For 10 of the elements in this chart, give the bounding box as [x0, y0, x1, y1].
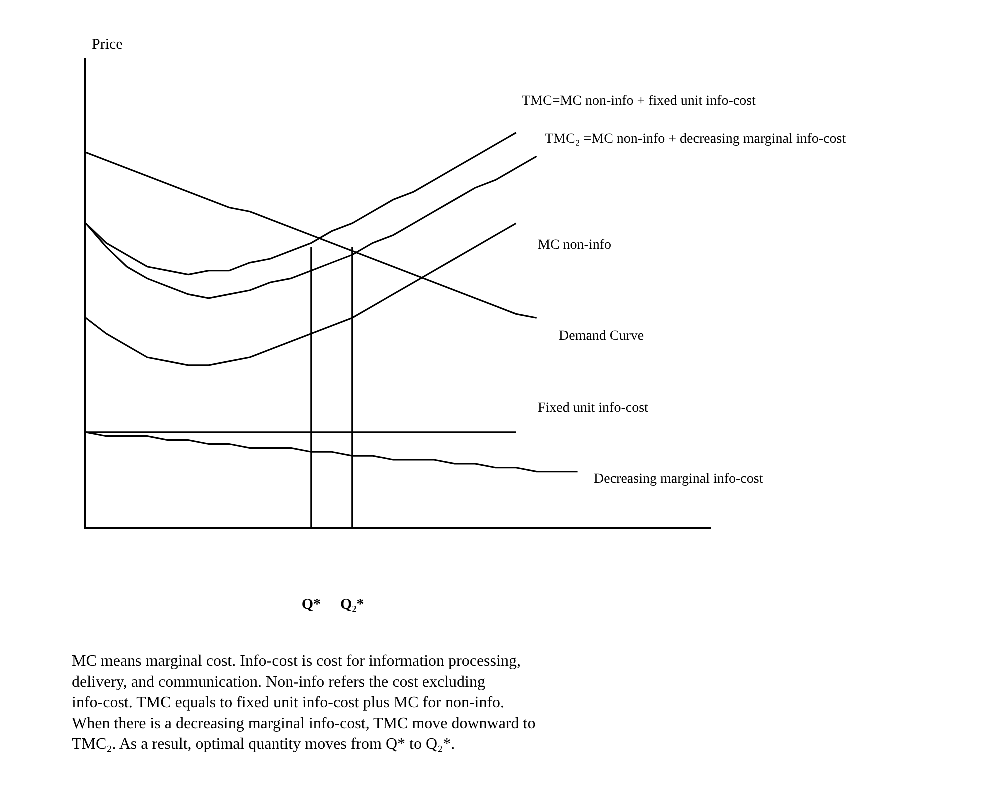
x-tick-label: Q*: [302, 596, 321, 613]
series-label: Fixed unit info-cost: [538, 401, 649, 416]
series-label: TMC₂ =MC non-info + decreasing marginal info-cost: [545, 132, 846, 147]
series-label: Demand Curve: [559, 329, 644, 344]
series-label: Decreasing marginal info-cost: [594, 472, 764, 487]
series-label: TMC=MC non-info + fixed unit info-cost: [522, 94, 756, 109]
series-label: MC non-info: [538, 238, 612, 253]
text: Price: [92, 37, 124, 53]
x-tick-label: Q₂*: [340, 596, 364, 613]
text: MC means marginal cost. Info-cost is cost for information processing, delivery, and communication. Non-info refers the cost excluding info-cost. TMC equals to fixed unit info-cost plus MC for non-info. When there is a decreasing marginal info-cost, TMC move downward to TMC₂. As a result, optimal quantity moves from Q* to Q₂*.: [72, 653, 536, 754]
